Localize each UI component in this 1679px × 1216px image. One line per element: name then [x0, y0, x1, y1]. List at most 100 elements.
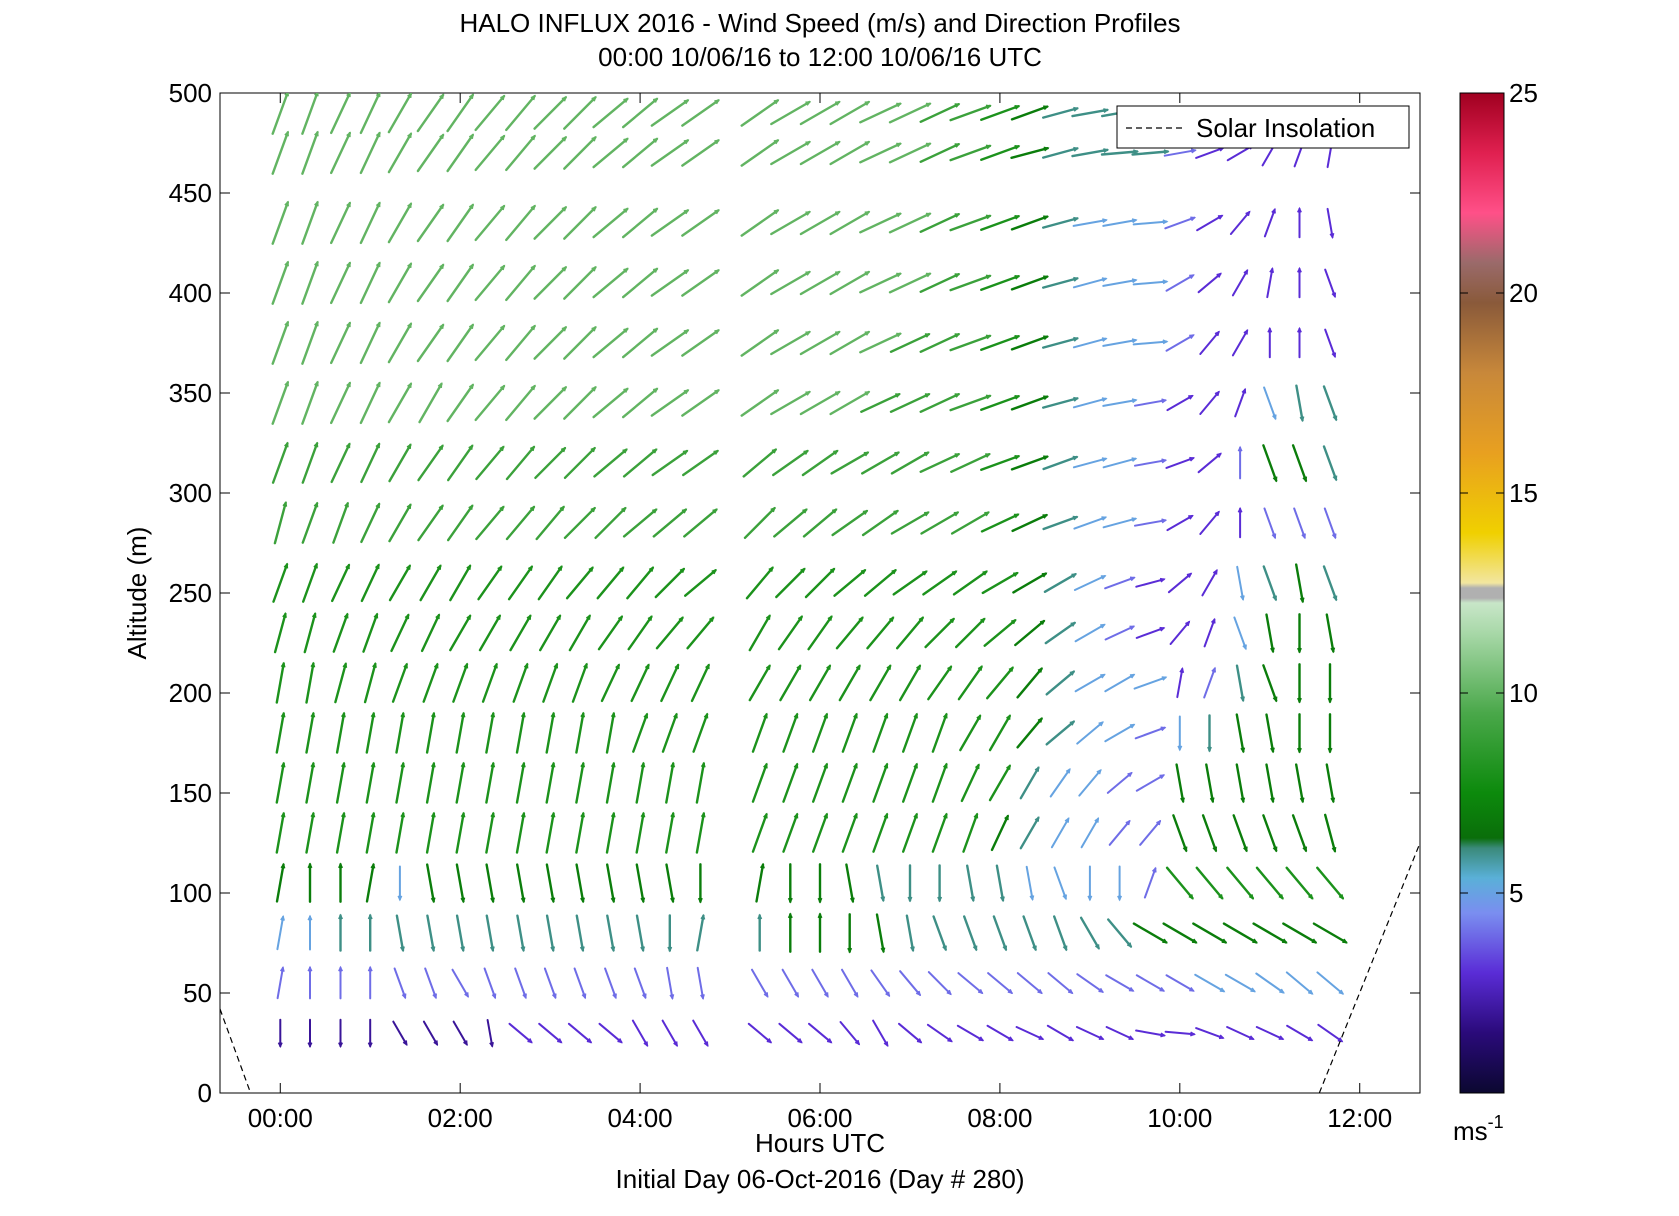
- wind-vector-shaft: [650, 209, 689, 237]
- wind-vector-shaft: [592, 387, 629, 419]
- wind-vector: [1041, 336, 1079, 349]
- wind-vector-shaft: [740, 99, 779, 127]
- wind-vector-arrowhead: [623, 267, 629, 273]
- wind-vector: [455, 914, 466, 953]
- wind-vector: [563, 266, 597, 300]
- wind-vector-shaft: [1175, 763, 1185, 803]
- wind-vector: [301, 200, 319, 245]
- wind-vector-arrowhead: [500, 94, 506, 101]
- wind-vector: [770, 140, 812, 166]
- wind-vector-shaft: [751, 968, 769, 998]
- wind-vector-shaft: [1326, 207, 1334, 239]
- wind-vector: [655, 616, 684, 650]
- wind-vector-arrowhead: [1207, 746, 1212, 753]
- wind-vector: [1010, 455, 1049, 471]
- wind-vector-shaft: [962, 813, 979, 853]
- wind-vector-shaft: [1165, 457, 1195, 469]
- wind-vector: [622, 137, 659, 169]
- wind-vector: [451, 968, 469, 998]
- wind-vector-arrowhead: [310, 711, 316, 718]
- wind-vector-shaft: [1072, 397, 1107, 409]
- wind-vector: [1265, 763, 1275, 804]
- wind-vector-shaft: [1134, 399, 1167, 407]
- wind-vector-shaft: [416, 93, 445, 133]
- wind-vector-arrowhead: [346, 261, 351, 268]
- wind-vector: [397, 865, 403, 902]
- wind-vector-shaft: [808, 664, 832, 702]
- wind-vector-arrowhead: [1332, 595, 1338, 602]
- wind-vector-arrowhead: [1043, 395, 1049, 401]
- wind-vector-arrowhead: [864, 271, 871, 276]
- y-tick-label: 400: [169, 278, 212, 308]
- wind-vector-arrowhead: [942, 712, 948, 719]
- wind-vector-shaft: [606, 914, 615, 952]
- wind-vector-shaft: [1285, 866, 1314, 900]
- wind-vector: [392, 1020, 408, 1046]
- wind-vector-shaft: [905, 914, 915, 952]
- wind-vector-arrowhead: [1151, 866, 1157, 873]
- wind-vector: [1071, 148, 1110, 158]
- wind-vector: [395, 711, 406, 754]
- wind-vector: [1010, 215, 1049, 231]
- wind-vector: [359, 201, 381, 245]
- wind-vector-shaft: [486, 1019, 494, 1047]
- wind-vector-arrowhead: [773, 269, 780, 275]
- wind-vector-arrowhead: [1117, 895, 1123, 902]
- wind-vector-arrowhead: [500, 324, 506, 331]
- wind-vector-shaft: [515, 762, 526, 804]
- wind-vector: [330, 321, 351, 365]
- wind-vector-arrowhead: [1128, 1035, 1135, 1040]
- wind-vector-arrowhead: [678, 616, 684, 622]
- wind-vector: [1325, 613, 1336, 654]
- wind-vector: [980, 144, 1021, 162]
- wind-vector-arrowhead: [314, 260, 319, 267]
- wind-vector: [950, 453, 991, 473]
- wind-vector: [692, 712, 709, 753]
- wind-vector: [802, 508, 838, 538]
- wind-vector-arrowhead: [1131, 338, 1138, 344]
- wind-vector-shaft: [1071, 108, 1109, 118]
- wind-vector-arrowhead: [370, 761, 376, 768]
- wind-vector: [365, 811, 376, 854]
- wind-vector-arrowhead: [714, 329, 720, 335]
- wind-vector-shaft: [533, 386, 567, 420]
- wind-vector-shaft: [1197, 452, 1222, 474]
- wind-vector-arrowhead: [340, 711, 346, 718]
- wind-vector-shaft: [533, 266, 567, 300]
- wind-vector-shaft: [1322, 445, 1338, 481]
- wind-vector-arrowhead: [1038, 1035, 1045, 1040]
- wind-vector-shaft: [1262, 565, 1278, 601]
- wind-vector: [861, 509, 899, 537]
- wind-vector-arrowhead: [1014, 275, 1021, 280]
- wind-vector-shaft: [447, 444, 474, 482]
- wind-vector-shaft: [863, 569, 897, 597]
- wind-vector-shaft: [1226, 866, 1255, 900]
- wind-vector: [1025, 865, 1035, 902]
- wind-vector-arrowhead: [468, 444, 474, 450]
- wind-vector-shaft: [416, 263, 445, 303]
- wind-vector-arrowhead: [579, 946, 585, 953]
- wind-vector-shaft: [563, 96, 597, 130]
- wind-vector: [425, 761, 436, 804]
- wind-vector: [799, 270, 841, 296]
- wind-vector-arrowhead: [1062, 894, 1067, 901]
- wind-vector: [876, 864, 886, 903]
- wind-vector: [650, 329, 690, 357]
- wind-vector: [902, 762, 918, 803]
- wind-vector-arrowhead: [835, 331, 841, 336]
- wind-vector: [452, 1020, 468, 1046]
- wind-vector-arrowhead: [468, 93, 474, 100]
- wind-vector-arrowhead: [1101, 516, 1108, 521]
- wind-vector: [859, 332, 902, 354]
- wind-vector: [683, 508, 718, 538]
- wind-vector: [420, 613, 441, 653]
- wind-vector: [1076, 721, 1104, 745]
- wind-vector: [1134, 726, 1167, 740]
- wind-vector-arrowhead: [763, 712, 768, 719]
- wind-vector-shaft: [359, 201, 381, 245]
- wind-vector-shaft: [1041, 217, 1079, 229]
- wind-vector-shaft: [1226, 1026, 1255, 1040]
- wind-vector: [1015, 1026, 1045, 1040]
- wind-vector-arrowhead: [985, 453, 991, 458]
- wind-vector-shaft: [1263, 386, 1277, 420]
